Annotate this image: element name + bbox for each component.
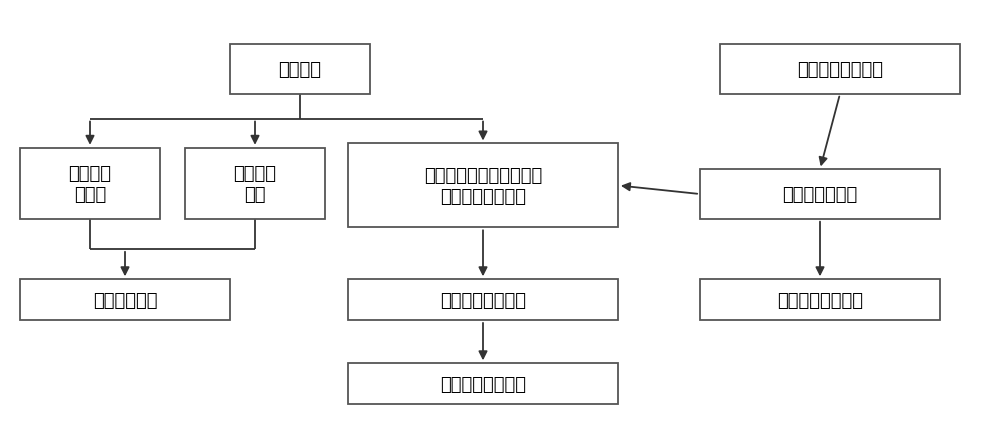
Text: 单位时间
吞吐量: 单位时间 吞吐量 (69, 164, 112, 203)
Bar (20, 148, 160, 219)
Text: 车载数据: 车载数据 (279, 61, 322, 79)
Bar (185, 148, 325, 219)
Text: 制作温度趋势线: 制作温度趋势线 (782, 186, 858, 203)
Bar (348, 363, 618, 404)
Bar (230, 45, 370, 95)
Text: 电流概率
统计: 电流概率 统计 (234, 164, 276, 203)
Text: 全年电流分布: 全年电流分布 (93, 291, 157, 309)
Text: 全年运行温度分布: 全年运行温度分布 (440, 375, 526, 393)
Text: 全年搁置温度分布: 全年搁置温度分布 (777, 291, 863, 309)
Bar (700, 170, 940, 219)
Text: 单位时间单位吞吐量温升
与初始温度的关系: 单位时间单位吞吐量温升 与初始温度的关系 (424, 166, 542, 206)
Text: 绘制运行温度曲线: 绘制运行温度曲线 (440, 291, 526, 309)
Bar (348, 280, 618, 320)
Bar (348, 144, 618, 228)
Bar (720, 45, 960, 95)
Bar (20, 280, 230, 320)
Text: 查询地区历史温度: 查询地区历史温度 (797, 61, 883, 79)
Bar (700, 280, 940, 320)
